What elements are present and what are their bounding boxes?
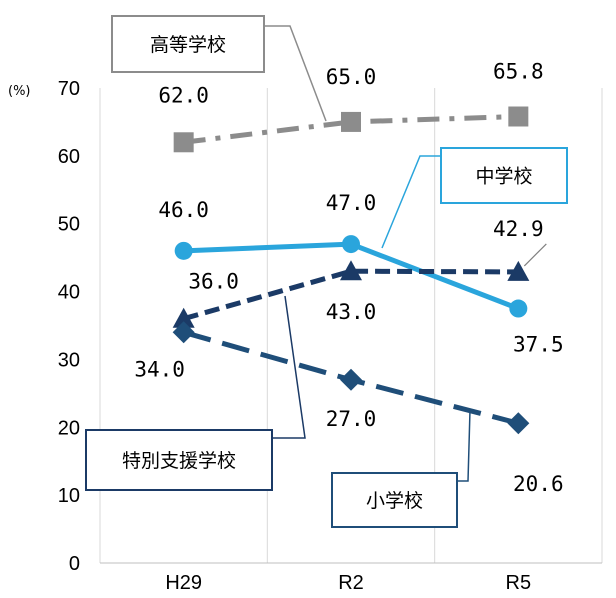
series-3 [172,321,530,435]
axes: (%) 0 10 20 30 40 50 60 70 H29 R2 R5 [8,78,531,594]
x-tick-label: R2 [338,572,364,594]
data-point [342,235,360,254]
data-point [173,132,194,153]
y-tick-label: 30 [58,349,80,371]
data-point [341,111,361,132]
data-label: 27.0 [326,407,377,431]
y-tick-label: 20 [58,417,80,439]
data-label: 34.0 [134,357,185,381]
series-name-label: 小学校 [366,490,423,512]
series-2 [172,260,530,328]
callout-box [440,147,568,204]
callout-leader [264,25,327,122]
y-unit-label: (%) [8,84,31,99]
callout-leader [381,155,441,249]
data-point [508,106,529,127]
data-label: 65.8 [493,60,544,84]
data-labels: 62.0 65.0 65.8 46.0 47.0 37.5 36.0 43.0 42.9 34.0… [134,60,563,497]
data-label: 37.5 [513,333,564,357]
data-point [507,412,530,435]
y-tick-label: 10 [58,485,80,507]
series-line [182,268,519,322]
y-tick-label: 50 [58,214,80,236]
x-tick-label: H29 [165,572,202,594]
series-0 [173,106,529,153]
callout-leaders [264,25,547,482]
callout-box [111,15,265,73]
data-point [507,260,530,281]
data-point [509,299,528,318]
y-tick-label: 0 [69,553,80,575]
data-label: 65.0 [326,65,377,89]
data-label: 36.0 [188,270,239,294]
callout-leader [272,295,306,439]
y-tick-label: 70 [58,78,80,100]
series-name-label: 特別支援学校 [122,450,236,472]
series-name-label: 高等学校 [150,34,226,56]
series-1 [174,235,528,318]
x-tick-label: R5 [506,572,532,594]
data-label: 20.6 [513,472,564,496]
data-label: 42.9 [493,217,544,241]
data-label: 47.0 [326,191,377,215]
callout-leader [457,409,471,482]
y-tick-label: 60 [58,146,80,168]
data-point [172,307,195,328]
data-label: 46.0 [158,198,209,222]
data-label: 62.0 [158,83,209,107]
data-label: 43.0 [326,300,377,324]
callout-box [85,429,273,491]
series-name-label: 中学校 [475,166,532,188]
y-tick-label: 40 [58,282,80,304]
data-point [172,321,195,344]
data-point [340,260,362,281]
series [172,106,530,435]
label-leader [523,243,547,267]
callout-box [331,472,458,528]
data-point [340,368,362,391]
data-point [174,241,193,260]
series-line [183,114,519,145]
